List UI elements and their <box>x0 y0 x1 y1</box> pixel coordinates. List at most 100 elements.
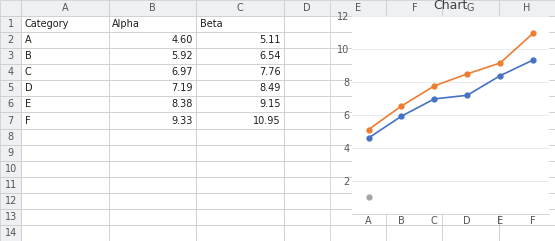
Bar <box>499 64 555 80</box>
Bar <box>386 64 442 80</box>
Bar <box>196 177 284 193</box>
Bar <box>499 32 555 48</box>
Bar <box>22 48 109 64</box>
Bar <box>499 193 555 209</box>
Text: B: B <box>25 51 32 61</box>
Bar <box>0 48 22 64</box>
Bar <box>0 193 22 209</box>
Text: 5.11: 5.11 <box>259 35 280 45</box>
Bar <box>499 177 555 193</box>
Bar <box>109 225 196 241</box>
Bar <box>196 32 284 48</box>
Bar <box>284 80 330 96</box>
Bar <box>0 80 22 96</box>
Bar <box>109 113 196 128</box>
Bar <box>109 128 196 145</box>
Text: 6: 6 <box>8 100 14 109</box>
Bar <box>196 48 284 64</box>
Bar <box>442 161 499 177</box>
Text: 2: 2 <box>8 35 14 45</box>
Text: Alpha: Alpha <box>112 19 140 29</box>
Bar <box>196 64 284 80</box>
Bar <box>330 177 386 193</box>
Bar <box>0 113 22 128</box>
Bar <box>442 209 499 225</box>
Bar <box>442 113 499 128</box>
Bar <box>22 128 109 145</box>
Text: 3: 3 <box>8 51 14 61</box>
Bar <box>386 145 442 161</box>
Text: C: C <box>25 67 32 77</box>
Bar <box>0 16 22 32</box>
Bar <box>0 64 22 80</box>
Bar <box>196 113 284 128</box>
Bar <box>386 0 442 16</box>
Bar <box>109 96 196 113</box>
Bar <box>442 64 499 80</box>
Bar <box>499 128 555 145</box>
Bar <box>196 16 284 32</box>
Title: Chart: Chart <box>433 0 468 12</box>
Bar <box>284 209 330 225</box>
Bar <box>109 80 196 96</box>
Bar <box>386 225 442 241</box>
Bar <box>0 0 22 16</box>
Text: 7: 7 <box>8 115 14 126</box>
Bar <box>386 161 442 177</box>
Bar <box>22 0 109 16</box>
Bar <box>109 161 196 177</box>
Bar <box>196 161 284 177</box>
Bar <box>22 113 109 128</box>
Text: 9: 9 <box>8 148 14 158</box>
Text: 8.49: 8.49 <box>259 83 280 93</box>
Text: 8.38: 8.38 <box>171 100 193 109</box>
Bar <box>442 145 499 161</box>
Bar <box>109 209 196 225</box>
Bar <box>499 0 555 16</box>
Bar <box>109 64 196 80</box>
Bar <box>109 177 196 193</box>
Bar <box>442 80 499 96</box>
Bar <box>22 64 109 80</box>
Text: B: B <box>149 3 156 13</box>
Text: 6.54: 6.54 <box>259 51 280 61</box>
Text: D: D <box>25 83 32 93</box>
Bar <box>499 96 555 113</box>
Bar <box>284 177 330 193</box>
Text: A: A <box>62 3 68 13</box>
Bar <box>499 113 555 128</box>
Bar <box>442 177 499 193</box>
Bar <box>442 96 499 113</box>
Bar <box>330 145 386 161</box>
Bar <box>196 80 284 96</box>
Text: 4: 4 <box>8 67 14 77</box>
Text: A: A <box>25 35 32 45</box>
Bar <box>22 193 109 209</box>
Bar <box>442 32 499 48</box>
Bar <box>196 193 284 209</box>
Bar <box>330 96 386 113</box>
Text: 10: 10 <box>4 164 17 174</box>
Bar <box>109 145 196 161</box>
Text: 4.60: 4.60 <box>171 35 193 45</box>
Bar <box>330 64 386 80</box>
Bar <box>442 48 499 64</box>
Bar <box>0 145 22 161</box>
Bar <box>196 225 284 241</box>
Bar <box>22 161 109 177</box>
Text: 14: 14 <box>4 228 17 238</box>
Text: H: H <box>523 3 531 13</box>
Bar <box>22 16 109 32</box>
Bar <box>109 193 196 209</box>
Bar <box>22 177 109 193</box>
Text: 9.33: 9.33 <box>171 115 193 126</box>
Bar <box>284 0 330 16</box>
Bar <box>196 128 284 145</box>
Bar <box>499 80 555 96</box>
Text: F: F <box>25 115 31 126</box>
Bar <box>284 32 330 48</box>
Bar <box>0 96 22 113</box>
Bar <box>22 145 109 161</box>
Bar <box>284 113 330 128</box>
Bar <box>442 128 499 145</box>
